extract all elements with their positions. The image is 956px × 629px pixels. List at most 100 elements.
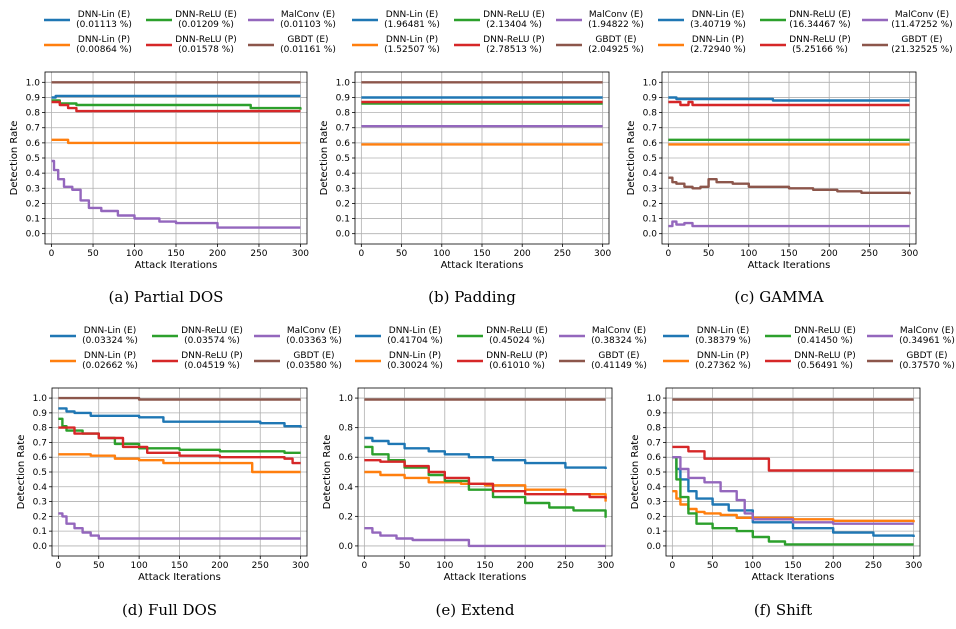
x-tick-label: 250 (557, 561, 574, 571)
y-tick-label: 0.5 (647, 468, 661, 478)
y-tick-label: 0.7 (647, 438, 661, 448)
legend-value: (11.47252 %) (891, 20, 952, 30)
legend-value: (0.34961 %) (899, 336, 955, 346)
legend-label: GBDT (E) (901, 35, 942, 45)
legend: DNN-Lin (E)(0.01113 %) DNN-ReLU (E)(0.012… (44, 10, 336, 55)
y-tick-label: 0.1 (26, 215, 40, 225)
series-line-dnn-lin-e (364, 436, 607, 469)
legend-value: (1.94822 %) (588, 20, 644, 30)
y-tick-label: 0.0 (33, 542, 48, 552)
panel-6: 0 50 100 150 200 250 300 0.0 0.1 0.2 0.3 0.4 0.5 0.6 0… (630, 326, 955, 619)
y-tick-label: 1.0 (33, 394, 48, 404)
legend: DNN-Lin (E)(0.38379 %) DNN-ReLU (E)(0.414… (663, 326, 955, 371)
x-tick-label: 0 (669, 561, 675, 571)
y-tick-label: 0.2 (643, 199, 657, 209)
y-axis-label: Detection Rate (626, 121, 637, 196)
y-tick-label: 0.2 (647, 512, 661, 522)
axes-frame (357, 387, 613, 557)
legend-label: DNN-ReLU (E) (794, 326, 856, 336)
legend-value: (5.25166 %) (792, 45, 848, 55)
legend-value: (0.03324 %) (82, 336, 138, 346)
legend-label: DNN-ReLU (P) (486, 351, 548, 361)
y-tick-label: 0.6 (26, 139, 41, 149)
y-tick-label: 1.0 (26, 78, 41, 88)
legend-value: (0.56491 %) (797, 361, 853, 371)
series-line-dnn-relu-p (51, 100, 301, 113)
legend-label: DNN-ReLU (E) (486, 326, 548, 336)
legend-label: DNN-ReLU (P) (789, 35, 851, 45)
series-line-malconv-e (58, 512, 301, 540)
y-tick-label: 0.7 (643, 124, 657, 134)
grid (358, 388, 612, 556)
series-line-dnn-relu-p (672, 445, 914, 472)
legend-label: DNN-ReLU (P) (483, 35, 545, 45)
legend-label: MalConv (E) (900, 326, 954, 336)
y-tick-label: 0.6 (339, 453, 354, 463)
x-tick-label: 150 (784, 561, 801, 571)
series-line-dnn-lin-e (668, 96, 910, 102)
legend-label: GBDT (E) (906, 351, 947, 361)
axes-frame (354, 71, 610, 245)
series-line-dnn-lin-p (58, 453, 301, 474)
axes-frame (51, 387, 308, 557)
legend-label: DNN-ReLU (E) (789, 10, 851, 20)
legend-value: (2.13404 %) (486, 20, 542, 30)
y-tick-label: 0.3 (647, 498, 661, 508)
axes-frame (661, 71, 917, 245)
y-tick-label: 0.2 (336, 199, 350, 209)
series-line-gbdt-e (668, 176, 911, 195)
legend-value: (0.45024 %) (489, 336, 545, 346)
y-tick-label: 1.0 (647, 394, 662, 404)
x-tick-label: 50 (707, 561, 719, 571)
x-tick-label: 50 (703, 249, 715, 259)
legend-value: (21.32525 %) (891, 45, 952, 55)
x-tick-label: 300 (905, 561, 922, 571)
y-tick-label: 0.9 (33, 409, 48, 419)
y-tick-label: 1.0 (339, 394, 354, 404)
panel-caption: (d) Full DOS (122, 601, 217, 619)
y-tick-label: 0.6 (336, 139, 351, 149)
legend-label: DNN-ReLU (E) (483, 10, 545, 20)
y-tick-label: 0.0 (26, 230, 41, 240)
legend-label: DNN-ReLU (E) (181, 326, 243, 336)
x-tick-label: 200 (517, 561, 534, 571)
x-tick-label: 150 (780, 249, 797, 259)
series-line-dnn-lin-p (364, 470, 607, 502)
y-tick-label: 0.5 (643, 154, 657, 164)
legend-value: (1.96481 %) (384, 20, 440, 30)
y-tick-label: 0.2 (33, 512, 47, 522)
x-tick-label: 300 (292, 249, 309, 259)
y-tick-label: 0.7 (336, 124, 350, 134)
panel-caption: (a) Partial DOS (109, 288, 224, 306)
legend-label: MalConv (E) (281, 10, 335, 20)
legend-value: (3.40719 %) (690, 20, 746, 30)
legend-label: DNN-ReLU (P) (175, 35, 237, 45)
y-axis-label: Detection Rate (9, 121, 20, 196)
x-axis-label: Attack Iterations (444, 572, 527, 583)
legend-label: GBDT (E) (287, 35, 328, 45)
legend-label: MalConv (E) (287, 326, 341, 336)
legend-label: DNN-Lin (P) (389, 351, 441, 361)
x-axis-label: Attack Iterations (748, 260, 831, 271)
x-tick-label: 150 (171, 561, 188, 571)
legend-value: (0.03363 %) (286, 336, 342, 346)
legend-value: (0.41450 %) (797, 336, 853, 346)
legend-label: DNN-ReLU (E) (175, 10, 237, 20)
legend-value: (0.27362 %) (695, 361, 751, 371)
x-tick-label: 250 (865, 561, 882, 571)
x-tick-label: 250 (554, 249, 571, 259)
legend-label: DNN-Lin (E) (386, 10, 438, 20)
y-tick-label: 0.7 (26, 124, 40, 134)
x-tick-label: 100 (131, 561, 148, 571)
grid (355, 72, 609, 244)
legend-value: (0.37570 %) (899, 361, 955, 371)
y-tick-label: 0.8 (26, 109, 41, 119)
legend-label: DNN-ReLU (P) (181, 351, 243, 361)
series-line-malconv-e (51, 159, 301, 229)
legend-value: (0.03574 %) (184, 336, 240, 346)
x-axis-label: Attack Iterations (441, 260, 524, 271)
x-tick-label: 150 (167, 249, 184, 259)
x-tick-label: 0 (49, 249, 55, 259)
x-tick-label: 100 (126, 249, 143, 259)
